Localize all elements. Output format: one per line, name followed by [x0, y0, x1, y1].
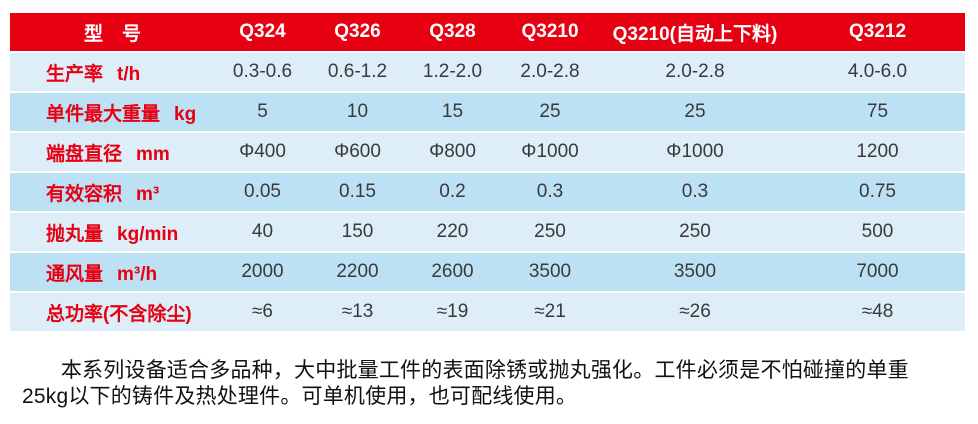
row-label: 生产率 t/h — [10, 53, 215, 91]
spec-value: 10 — [310, 93, 405, 131]
spec-value: 2200 — [310, 253, 405, 291]
row-label: 抛丸量 kg/min — [10, 213, 215, 251]
row-unit: m³ — [136, 183, 160, 205]
table-row-productivity: 生产率 t/h 0.3-0.6 0.6-1.2 1.2-2.0 2.0-2.8 2… — [10, 53, 965, 91]
row-label: 通风量 m³/h — [10, 253, 215, 291]
row-unit: kg — [174, 103, 197, 125]
spec-value: 0.3-0.6 — [215, 53, 310, 91]
model-header-q328: Q328 — [405, 13, 500, 51]
row-label-text: 抛丸量 — [46, 223, 104, 245]
spec-value: ≈6 — [215, 293, 310, 331]
spec-value: ≈21 — [500, 293, 600, 331]
spec-value: ≈26 — [600, 293, 790, 331]
row-label-text: 通风量 — [46, 263, 104, 285]
spec-value: 4.0-6.0 — [790, 53, 965, 91]
model-header-q3210: Q3210 — [500, 13, 600, 51]
table-row-ventilation: 通风量 m³/h 2000 2200 2600 3500 3500 7000 — [10, 253, 965, 291]
table-row-shot-flow: 抛丸量 kg/min 40 150 220 250 250 500 — [10, 213, 965, 251]
spec-value: 0.75 — [790, 173, 965, 211]
row-label-text: 端盘直径 — [46, 143, 123, 165]
row-label-text: 单件最大重量 — [46, 103, 161, 125]
spec-value: 7000 — [790, 253, 965, 291]
row-label: 总功率(不含除尘) — [10, 293, 215, 331]
spec-value: 5 — [215, 93, 310, 131]
spec-value: 250 — [500, 213, 600, 251]
table-row-total-power: 总功率(不含除尘) ≈6 ≈13 ≈19 ≈21 ≈26 ≈48 — [10, 293, 965, 331]
spec-value: 150 — [310, 213, 405, 251]
model-column-title: 型 号 — [10, 13, 215, 51]
model-header-q3210-auto: Q3210(自动上下料) — [600, 13, 790, 51]
spec-value: Φ800 — [405, 133, 500, 171]
spec-value: 0.05 — [215, 173, 310, 211]
spec-value: 1.2-2.0 — [405, 53, 500, 91]
spec-value: 1200 — [790, 133, 965, 171]
row-label-text: 总功率(不含除尘) — [46, 303, 192, 325]
spec-value: ≈13 — [310, 293, 405, 331]
row-label-text: 有效容积 — [46, 183, 123, 205]
spec-value: ≈19 — [405, 293, 500, 331]
spec-value: 2600 — [405, 253, 500, 291]
spec-value: 0.6-1.2 — [310, 53, 405, 91]
model-header-q324: Q324 — [215, 13, 310, 51]
table-row-max-weight: 单件最大重量 kg 5 10 15 25 25 75 — [10, 93, 965, 131]
spec-value: 2.0-2.8 — [500, 53, 600, 91]
spec-value: 0.3 — [500, 173, 600, 211]
description-paragraph: 本系列设备适合多品种，大中批量工件的表面除锈或抛丸强化。工件必须是不怕碰撞的单重… — [22, 359, 909, 408]
spec-value: Φ1000 — [600, 133, 790, 171]
model-header-q3212: Q3212 — [790, 13, 965, 51]
row-label: 单件最大重量 kg — [10, 93, 215, 131]
spec-value: ≈48 — [790, 293, 965, 331]
spec-value: 220 — [405, 213, 500, 251]
row-label: 端盘直径 mm — [10, 133, 215, 171]
spec-value: 3500 — [600, 253, 790, 291]
spec-value: 2.0-2.8 — [600, 53, 790, 91]
spec-table: 型 号 Q324 Q326 Q328 Q3210 Q3210(自动上下料) Q3… — [10, 11, 965, 333]
spec-value: Φ400 — [215, 133, 310, 171]
row-unit: kg/min — [117, 223, 179, 245]
spec-value: 25 — [500, 93, 600, 131]
spec-value: 75 — [790, 93, 965, 131]
table-header-row: 型 号 Q324 Q326 Q328 Q3210 Q3210(自动上下料) Q3… — [10, 13, 965, 51]
spec-value: 40 — [215, 213, 310, 251]
spec-value: 0.15 — [310, 173, 405, 211]
table-row-disc-diameter: 端盘直径 mm Φ400 Φ600 Φ800 Φ1000 Φ1000 1200 — [10, 133, 965, 171]
row-label-text: 生产率 — [46, 63, 104, 85]
table-row-effective-volume: 有效容积 m³ 0.05 0.15 0.2 0.3 0.3 0.75 — [10, 173, 965, 211]
spec-value: 25 — [600, 93, 790, 131]
spec-value: 0.2 — [405, 173, 500, 211]
spec-value: 500 — [790, 213, 965, 251]
spec-value: 15 — [405, 93, 500, 131]
row-label: 有效容积 m³ — [10, 173, 215, 211]
spec-value: Φ1000 — [500, 133, 600, 171]
spec-value: 3500 — [500, 253, 600, 291]
model-header-q326: Q326 — [310, 13, 405, 51]
row-unit: mm — [136, 143, 170, 165]
spec-value: Φ600 — [310, 133, 405, 171]
spec-value: 0.3 — [600, 173, 790, 211]
row-unit: t/h — [117, 63, 141, 85]
spec-value: 2000 — [215, 253, 310, 291]
row-unit: m³/h — [117, 263, 158, 285]
spec-value: 250 — [600, 213, 790, 251]
